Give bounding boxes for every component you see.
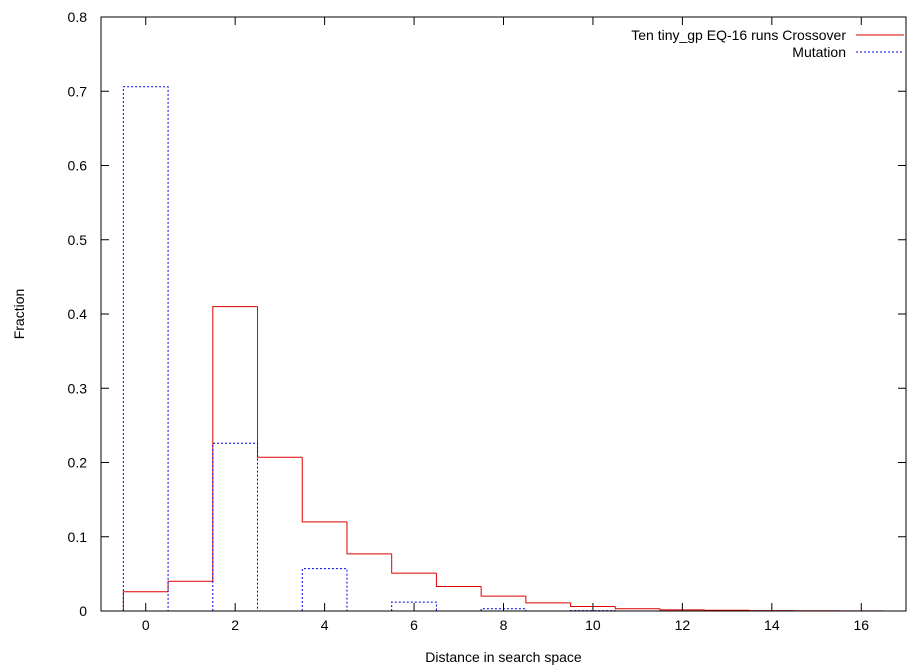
bar-step bbox=[570, 602, 616, 608]
bar-step bbox=[301, 457, 347, 523]
x-tick-label: 14 bbox=[764, 617, 780, 633]
bar-step bbox=[122, 86, 169, 611]
x-tick-label: 16 bbox=[853, 617, 869, 633]
bar-step bbox=[525, 596, 571, 604]
y-tick-label: 0.7 bbox=[68, 83, 88, 99]
x-tick-label: 12 bbox=[675, 617, 691, 633]
x-tick-label: 8 bbox=[500, 617, 508, 633]
bar-step bbox=[257, 306, 303, 458]
series-crossover bbox=[122, 306, 884, 612]
y-axis: 0 0.1 0.2 0.3 0.4 0.5 0.6 0.7 0.8 bbox=[68, 9, 906, 619]
y-tick-label: 0 bbox=[79, 603, 87, 619]
series-mutation bbox=[122, 86, 616, 612]
y-tick-label: 0.8 bbox=[68, 9, 88, 25]
x-tick-label: 10 bbox=[585, 617, 601, 633]
bar-step bbox=[122, 591, 169, 611]
bar-step bbox=[212, 306, 258, 582]
bar-step bbox=[435, 573, 482, 587]
bar-step bbox=[301, 568, 348, 611]
x-tick-label: 2 bbox=[231, 617, 239, 633]
x-axis-label: Distance in search space bbox=[425, 649, 582, 665]
plot-frame bbox=[100, 16, 907, 612]
y-tick-label: 0.6 bbox=[68, 158, 88, 174]
legend-label-crossover: Ten tiny_gp EQ-16 runs Crossover bbox=[631, 27, 846, 43]
bar-step bbox=[391, 601, 437, 611]
legend-label-mutation: Mutation bbox=[792, 44, 846, 60]
y-tick-label: 0.3 bbox=[68, 380, 88, 396]
y-tick-label: 0.2 bbox=[68, 455, 88, 471]
y-tick-label: 0.5 bbox=[68, 232, 88, 248]
x-tick-label: 4 bbox=[321, 617, 329, 633]
y-axis-label: Fraction bbox=[11, 289, 27, 340]
bar-step bbox=[391, 553, 437, 574]
bar-step bbox=[614, 606, 661, 610]
y-tick-label: 0.4 bbox=[68, 306, 88, 322]
bar-step bbox=[167, 580, 213, 592]
x-axis: 0 2 4 6 8 10 12 14 16 bbox=[142, 17, 869, 633]
plot-area bbox=[122, 86, 884, 612]
y-tick-label: 0.1 bbox=[68, 529, 88, 545]
x-tick-label: 6 bbox=[410, 617, 418, 633]
legend: Ten tiny_gp EQ-16 runs Crossover Mutatio… bbox=[631, 27, 904, 60]
x-tick-label: 0 bbox=[142, 617, 150, 633]
bar-step bbox=[659, 608, 705, 611]
bar-step bbox=[346, 521, 392, 555]
bar-step bbox=[480, 586, 526, 597]
bar-step bbox=[212, 442, 259, 611]
